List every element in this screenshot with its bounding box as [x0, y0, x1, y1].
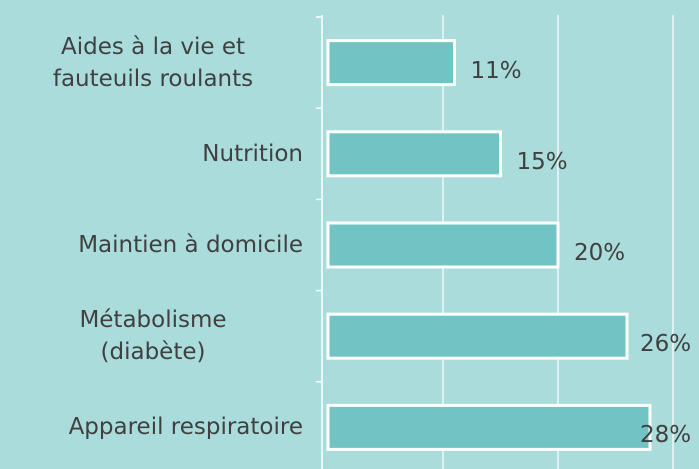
value-label: 20%	[574, 240, 626, 266]
category-label: Maintien à domicile	[78, 232, 303, 258]
bar	[326, 39, 456, 87]
category-label: Nutrition	[202, 140, 303, 167]
value-label: 28%	[640, 422, 692, 449]
category-label: Appareil respiratoire	[68, 414, 303, 441]
bar	[326, 403, 652, 451]
value-label: 15%	[516, 148, 568, 175]
bar	[326, 312, 629, 360]
value-label: 26%	[640, 331, 692, 358]
bar	[326, 130, 502, 178]
category-label: Aides à la vie et fauteuils roulants	[52, 33, 254, 92]
category-label: Métabolisme (diabète)	[79, 307, 227, 366]
value-label: 11%	[470, 57, 522, 84]
bar	[326, 221, 560, 269]
